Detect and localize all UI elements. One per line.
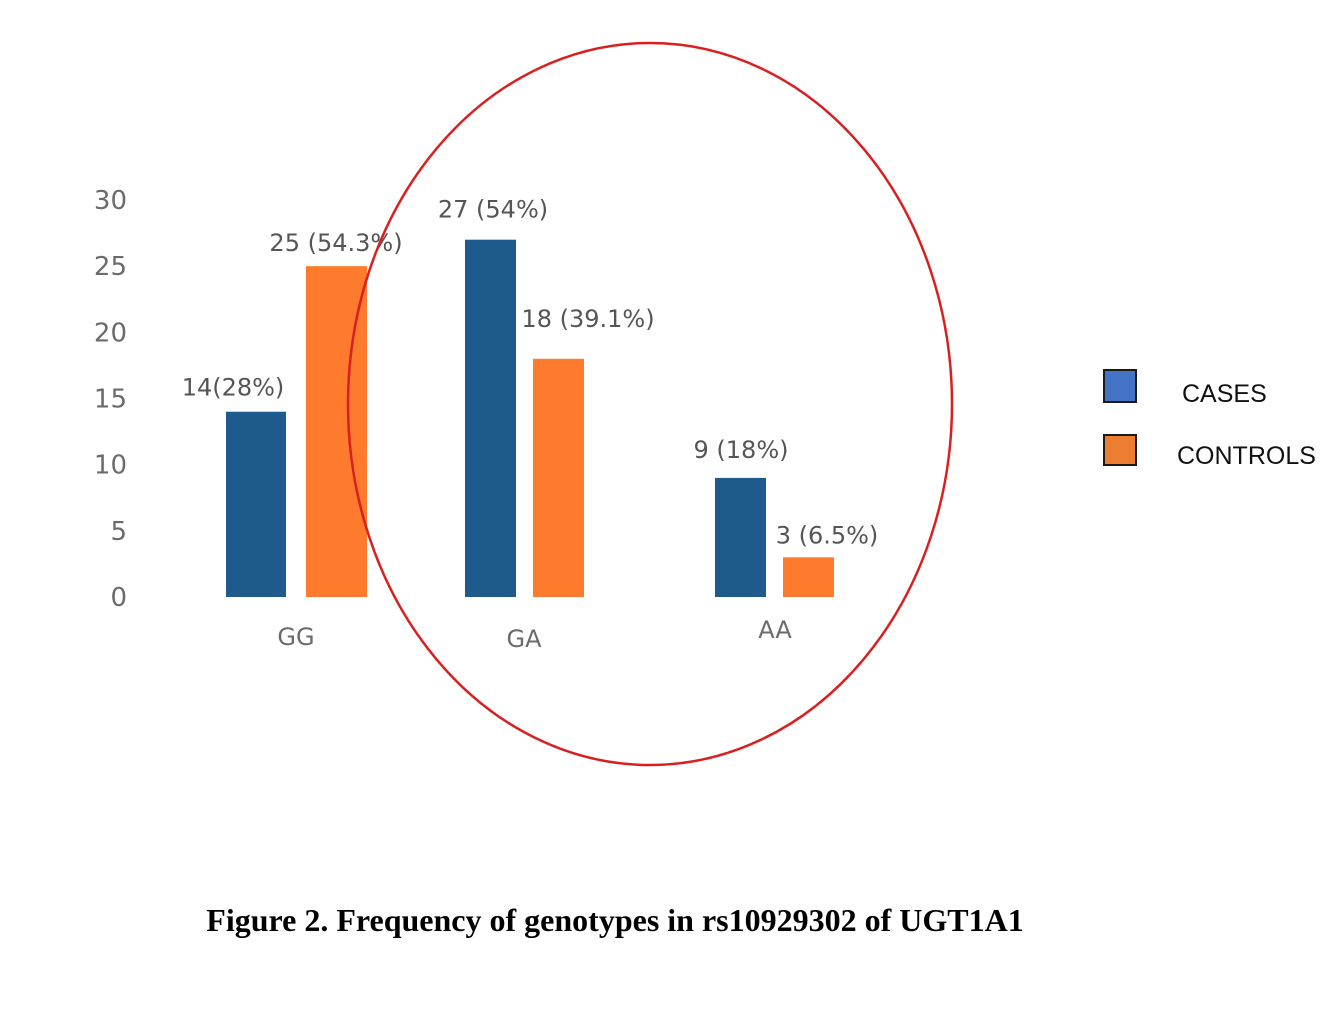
bars [226,239,834,597]
data-label-controls-ga: 18 (39.1%) [521,305,654,333]
y-axis: 0 5 10 15 20 25 30 [94,186,127,613]
bar-cases-ga [465,239,516,597]
y-tick-label: 0 [110,583,127,613]
highlight-ellipse [346,41,954,767]
y-tick-label: 20 [94,318,127,348]
figure-caption: Figure 2. Frequency of genotypes in rs10… [206,902,1024,938]
y-tick-label: 10 [94,451,127,481]
legend: CASES CONTROLS [1103,369,1316,470]
x-axis: GG GA AA [277,616,792,653]
legend-swatch-cases [1103,369,1137,403]
legend-swatch-controls [1103,434,1137,466]
legend-label-controls: CONTROLS [1177,442,1316,470]
x-category-label: GA [506,625,542,653]
legend-label-cases: CASES [1182,380,1267,408]
data-label-cases-aa: 9 (18%) [694,436,789,464]
y-tick-label: 30 [94,186,127,216]
y-tick-label: 5 [110,517,127,547]
y-tick-label: 25 [94,252,127,282]
data-labels: 14(28%)27 (54%)9 (18%)25 (54.3%)18 (39.1… [182,196,879,550]
bar-controls-ga [533,358,584,597]
y-tick-label: 15 [94,385,127,415]
x-category-label: AA [758,616,792,644]
x-category-label: GG [277,623,314,651]
data-label-controls-aa: 3 (6.5%) [776,521,879,549]
bar-controls-aa [783,557,834,597]
data-label-cases-gg: 14(28%) [182,374,285,402]
bar-cases-gg [226,411,286,597]
data-label-cases-ga: 27 (54%) [438,196,548,224]
bar-cases-aa [715,477,766,597]
